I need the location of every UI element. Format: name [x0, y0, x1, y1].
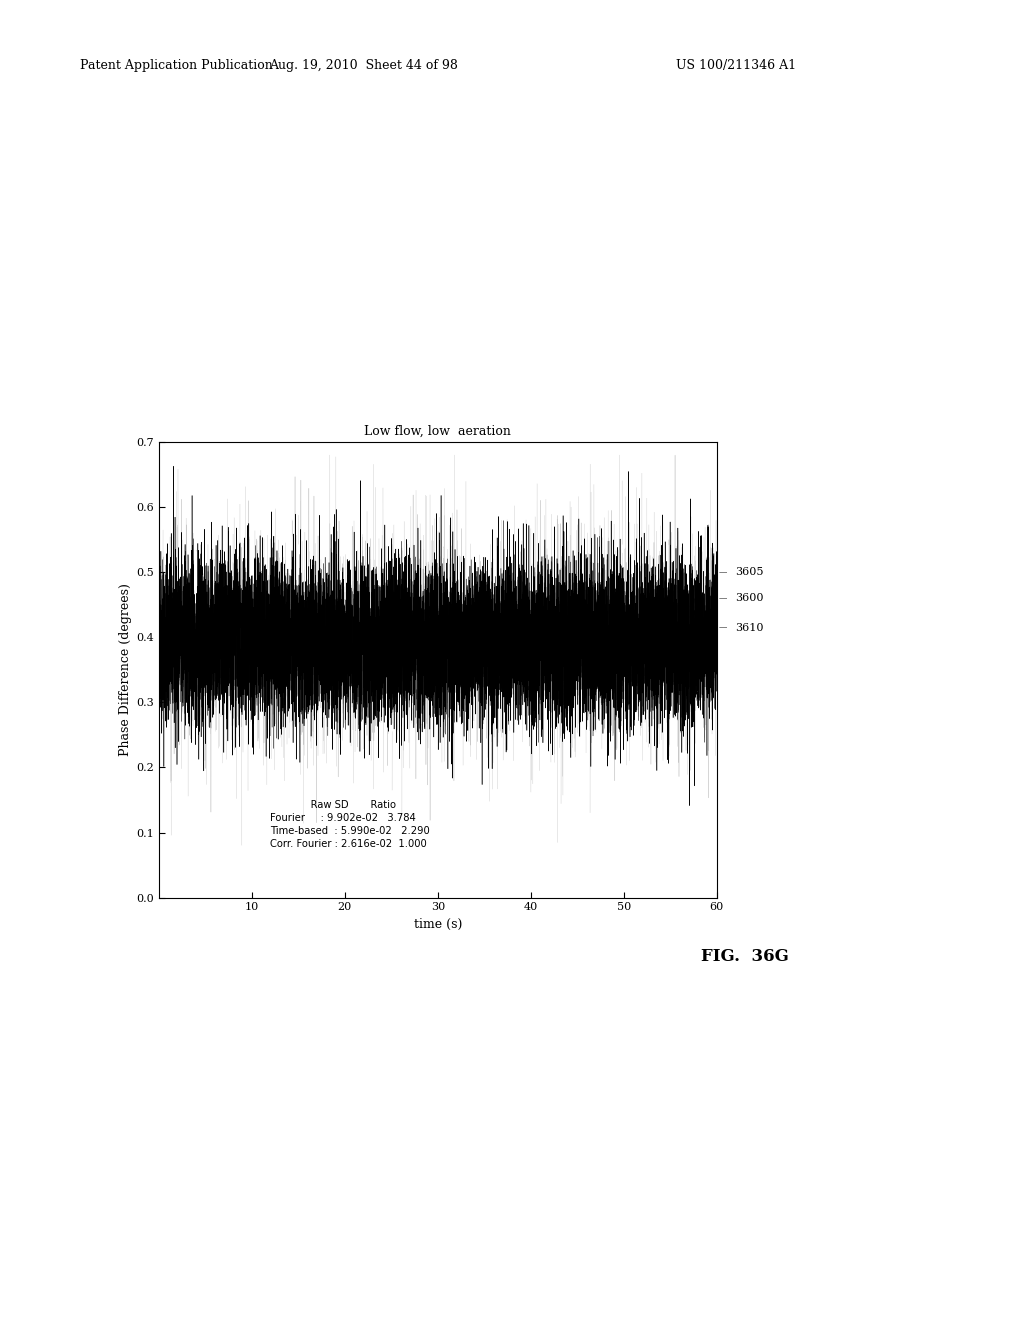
- Text: 3600: 3600: [735, 593, 764, 603]
- Text: —: —: [719, 623, 727, 631]
- Text: US 100/211346 A1: US 100/211346 A1: [676, 59, 796, 73]
- Text: 3610: 3610: [735, 623, 764, 632]
- Text: —: —: [719, 569, 727, 577]
- X-axis label: time (s): time (s): [414, 917, 462, 931]
- Text: —: —: [719, 594, 727, 602]
- Text: Patent Application Publication: Patent Application Publication: [80, 59, 272, 73]
- Title: Low flow, low  aeration: Low flow, low aeration: [365, 425, 511, 438]
- Text: FIG.  36G: FIG. 36G: [701, 948, 790, 965]
- Text: Aug. 19, 2010  Sheet 44 of 98: Aug. 19, 2010 Sheet 44 of 98: [269, 59, 458, 73]
- Text: Raw SD       Ratio
Fourier     : 9.902e-02   3.784
Time-based  : 5.990e-02   2.2: Raw SD Ratio Fourier : 9.902e-02 3.784 T…: [270, 800, 430, 849]
- Text: 3605: 3605: [735, 568, 764, 577]
- Y-axis label: Phase Difference (degrees): Phase Difference (degrees): [119, 583, 132, 756]
